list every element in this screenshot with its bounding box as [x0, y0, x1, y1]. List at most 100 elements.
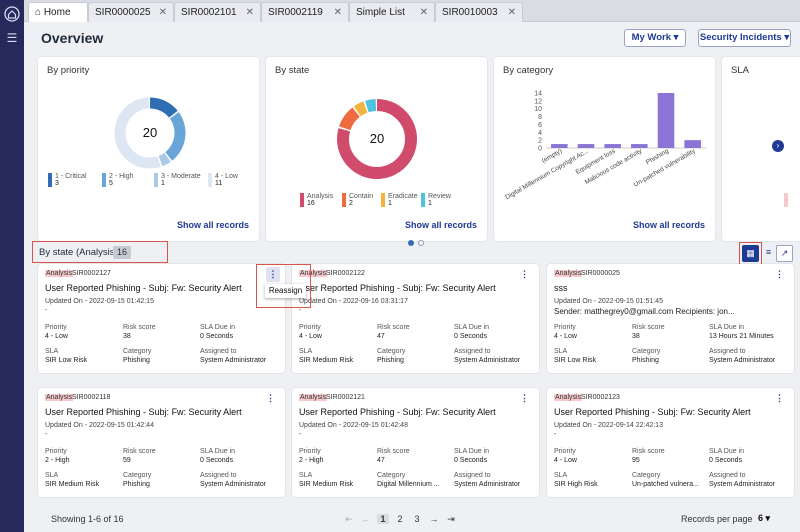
risk-field: Risk score 47	[377, 324, 410, 340]
tab-sir0002119[interactable]: SIR0002119 ✕	[261, 2, 349, 22]
close-icon[interactable]: ✕	[245, 7, 254, 18]
record-card[interactable]: Analysis SIR0002123 ⋮ User Reported Phis…	[547, 388, 794, 497]
records-per-page-select[interactable]: 6 ▾	[758, 513, 771, 523]
slice-analysis[interactable]	[337, 99, 417, 179]
record-card[interactable]: Analysis SIR0000025 ⋮ sss Updated On - 2…	[547, 264, 794, 373]
record-updated: Updated On - 2022-09-15 01:51:45	[554, 298, 663, 305]
more-options-icon[interactable]: ⋮	[266, 393, 275, 403]
card-title: SLA	[731, 65, 749, 76]
close-icon[interactable]: ✕	[419, 7, 428, 18]
record-card[interactable]: Analysis SIR0002121 ⋮ User Reported Phis…	[292, 388, 539, 497]
close-icon[interactable]: ✕	[507, 7, 516, 18]
close-icon[interactable]: ✕	[158, 7, 167, 18]
y-tick-label: 2	[538, 138, 542, 145]
state-badge: Analysis	[299, 394, 328, 401]
priority-field: Priority 4 - Low	[45, 324, 68, 340]
sla-due-field: SLA Due in 13 Hours 21 Minutes	[709, 324, 774, 340]
tab-home[interactable]: ⌂ Home	[28, 2, 88, 22]
state-donut-chart[interactable]: 20	[333, 95, 421, 183]
home-icon: ⌂	[35, 7, 44, 18]
priority-donut-chart[interactable]: 20	[106, 89, 194, 177]
card-title: By priority	[47, 65, 90, 76]
bar-equipment-loss[interactable]	[604, 144, 621, 148]
bar-digital-millennium-copyright-ac[interactable]	[577, 144, 595, 148]
state-badge: Analysis	[554, 270, 583, 277]
y-tick-label: 10	[534, 106, 542, 113]
record-card[interactable]: Analysis SIR0002127 User Reported Phishi…	[38, 264, 285, 373]
y-tick-label: 0	[538, 146, 542, 153]
record-number[interactable]: SIR0002123	[581, 394, 620, 401]
grid-view-icon[interactable]: ▦	[742, 245, 759, 262]
open-external-icon[interactable]: ↗	[776, 245, 793, 262]
more-options-icon[interactable]: ⋮	[266, 267, 280, 282]
priority-total: 20	[143, 125, 157, 140]
record-number[interactable]: SIR0002122	[326, 270, 365, 277]
tab-simple-list[interactable]: Simple List ✕	[349, 2, 435, 22]
sla-field: SLA SIR Medium Risk	[45, 472, 100, 488]
sla-field: SLA SIR Low Risk	[45, 348, 88, 364]
tab-sir0010003[interactable]: SIR0010003 ✕	[435, 2, 523, 22]
list-header-highlight	[32, 241, 168, 263]
sla-field: SLA SIR Medium Risk	[299, 348, 354, 364]
bar-phishing[interactable]	[657, 93, 675, 148]
record-number[interactable]: SIR0002127	[72, 270, 111, 277]
security-incidents-button[interactable]: Security Incidents ▾	[698, 29, 791, 47]
card-title: By category	[503, 65, 554, 76]
show-all-records-link[interactable]: Show all records	[633, 220, 706, 230]
priority-field: Priority 2 - High	[45, 448, 70, 464]
record-title[interactable]: sss	[554, 283, 568, 293]
close-icon[interactable]: ✕	[333, 7, 342, 18]
list-view-icon[interactable]: ≡	[765, 247, 772, 257]
page-1[interactable]: 1	[377, 514, 389, 524]
home-logo-icon[interactable]	[4, 6, 20, 22]
my-work-button[interactable]: My Work ▾	[624, 29, 686, 47]
record-number[interactable]: SIR0002121	[326, 394, 365, 401]
bar-un-patched-vulnerability[interactable]	[684, 140, 701, 148]
record-card[interactable]: Analysis SIR0002122 ⋮ User Reported Phis…	[292, 264, 539, 373]
pagination-summary: Showing 1-6 of 16	[51, 514, 124, 524]
page-2[interactable]: 2	[397, 514, 403, 524]
slice-1-critical[interactable]	[114, 97, 186, 169]
next-page-icon[interactable]: →	[429, 514, 439, 524]
record-title[interactable]: User Reported Phishing - Subj: Fw: Secur…	[45, 407, 242, 417]
state-badge: Analysis	[554, 394, 583, 401]
more-options-icon[interactable]: ⋮	[775, 269, 784, 279]
show-all-records-link[interactable]: Show all records	[177, 220, 250, 230]
bar--empty[interactable]	[551, 144, 568, 148]
page-3[interactable]: 3	[414, 514, 420, 524]
carousel-dot-active[interactable]	[408, 240, 414, 246]
more-options-icon[interactable]: ⋮	[775, 393, 784, 403]
slice-4-low[interactable]	[114, 97, 186, 169]
record-card[interactable]: Analysis SIR0002118 ⋮ User Reported Phis…	[38, 388, 285, 497]
record-title[interactable]: User Reported Phishing - Subj: Fw: Secur…	[299, 407, 496, 417]
show-all-records-link[interactable]: Show all records	[405, 220, 478, 230]
prev-page-icon[interactable]: ←	[361, 514, 371, 524]
record-number[interactable]: SIR0000025	[581, 270, 620, 277]
record-title[interactable]: User Reported Phishing - Subj: Fw: Secur…	[554, 407, 751, 417]
last-page-icon[interactable]: ⇥	[447, 514, 455, 524]
reassign-menu-item[interactable]: Reassign	[265, 284, 306, 298]
category-field: Category Phishing	[123, 472, 152, 488]
more-options-icon[interactable]: ⋮	[520, 393, 529, 403]
slice-2-high[interactable]	[114, 97, 186, 169]
y-tick-label: 6	[538, 122, 542, 129]
priority-field: Priority 2 - High	[299, 448, 324, 464]
tab-sir0000025[interactable]: SIR0000025 ✕	[88, 2, 174, 22]
page-title: Overview	[41, 30, 104, 46]
bar-malicious-code-activity[interactable]	[631, 144, 648, 148]
more-options-icon[interactable]: ⋮	[520, 269, 529, 279]
category-field: Category Phishing	[123, 348, 152, 364]
record-title[interactable]: User Reported Phishing - Subj: Fw: Secur…	[299, 283, 496, 293]
record-updated: Updated On - 2022-09-15 01:42:15	[45, 298, 154, 305]
menu-icon[interactable]: ☰	[6, 31, 18, 45]
record-description: -	[554, 431, 557, 438]
record-number[interactable]: SIR0002118	[72, 394, 111, 401]
record-title[interactable]: User Reported Phishing - Subj: Fw: Secur…	[45, 283, 242, 293]
tab-sir0002101[interactable]: SIR0002101 ✕	[174, 2, 261, 22]
risk-field: Risk score 38	[632, 324, 665, 340]
first-page-icon[interactable]: ⇤	[345, 514, 353, 524]
category-field: Category Phishing	[377, 348, 406, 364]
chevron-right-icon[interactable]: ›	[772, 140, 784, 152]
carousel-dot[interactable]	[418, 240, 424, 246]
